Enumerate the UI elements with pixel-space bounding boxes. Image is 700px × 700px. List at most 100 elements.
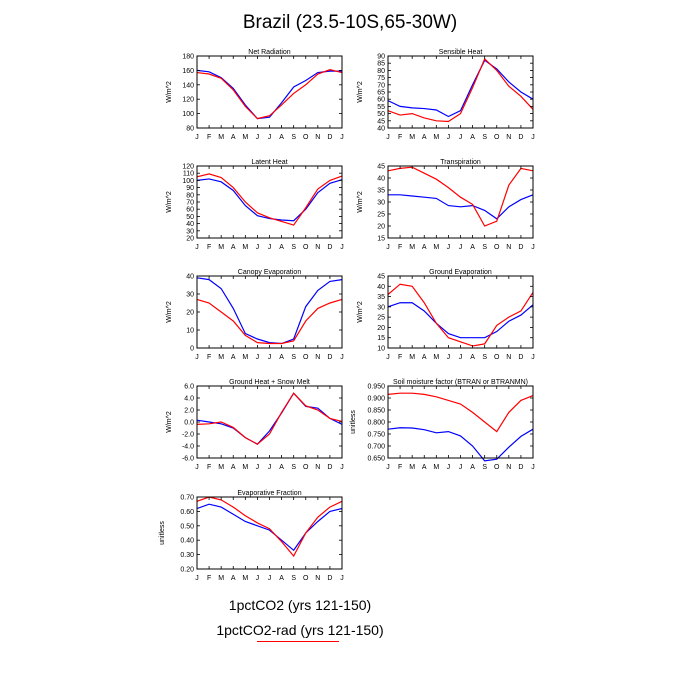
plot-frame [196,496,343,570]
series-line-1 [196,178,343,222]
y-axis-label: unitless [159,521,166,545]
x-tick-label: D [327,134,332,141]
series-line-1 [196,277,343,345]
x-tick-label: J [340,354,344,361]
x-tick-label: J [256,134,260,141]
y-tick-label: 70 [186,200,194,207]
y-tick-label: 0.30 [180,552,194,559]
series-line-2 [196,69,343,120]
y-tick-label: 0.50 [180,523,194,530]
y-tick-label: 0.650 [367,456,385,463]
y-tick-label: 50 [186,214,194,221]
legend-label-1pctco2-rad: 1pctCO2-rad (yrs 121-150) [216,622,384,638]
chart-panel-7: J F M A M J J A S O N D J-6.0-4.0-2.00.02.04.06.0Gro… [166,379,344,471]
x-tick-label: O [494,134,500,141]
x-tick-label: M [218,244,224,251]
y-tick-label: 100 [182,111,194,118]
chart-title: Ground Evaporation [429,269,492,276]
y-tick-label: 0.900 [367,396,385,403]
x-tick-label: D [327,354,332,361]
x-tick-label: A [422,134,427,141]
y-tick-label: 15 [377,335,385,342]
y-tick-label: 85 [377,61,385,68]
x-tick-label: J [195,244,199,251]
series-line-1 [387,59,534,118]
x-tick-label: A [422,464,427,471]
chart-panel-9: J F M A M J J A S O N D J0.200.300.400.500.600.70Eva… [159,490,344,582]
x-tick-label: A [422,244,427,251]
x-tick-label: M [433,354,439,361]
y-tick-label: 10 [377,346,385,353]
y-tick-label: 50 [377,111,385,118]
y-tick-label: 0.40 [180,538,194,545]
y-tick-label: 100 [182,178,194,185]
y-tick-label: 0.70 [180,495,194,502]
x-tick-label: J [447,354,451,361]
series-line-1 [387,302,534,339]
y-axis-label: W/m^2 [357,191,364,213]
series-line-1 [196,392,343,445]
x-tick-label: J [386,464,390,471]
plot-frame [387,385,534,459]
x-tick-label: J [256,464,260,471]
x-tick-label: N [506,464,511,471]
x-tick-label: A [231,464,236,471]
legend-label-1pctco2: 1pctCO2 (yrs 121-150) [228,597,372,613]
y-tick-label: 70 [377,82,385,89]
x-tick-label: M [242,575,248,582]
y-axis-label: W/m^2 [166,191,173,213]
x-tick-label: J [531,464,535,471]
x-tick-label: F [398,134,402,141]
x-tick-label: A [279,464,284,471]
x-tick-label: J [459,244,463,251]
chart-title: Net Radiation [248,49,291,56]
x-tick-label: J [340,575,344,582]
y-tick-label: 35 [377,294,385,301]
y-tick-label: 55 [377,104,385,111]
chart-title: Latent Heat [251,159,287,166]
y-tick-label: 110 [183,171,194,178]
x-tick-label: M [409,244,415,251]
chart-title: Evaporative Fraction [237,490,301,497]
y-tick-label: 20 [186,310,194,317]
y-tick-label: 40 [377,176,385,183]
x-tick-label: S [291,244,296,251]
x-tick-label: J [447,464,451,471]
x-tick-label: D [327,464,332,471]
y-tick-label: 75 [377,75,385,82]
x-tick-label: J [386,354,390,361]
x-tick-label: J [256,575,260,582]
chart-panel-8: J F M A M J J A S O N D J0.6500.7000.7500.8000.8500.… [350,379,535,471]
x-tick-label: J [268,244,272,251]
y-tick-label: 90 [377,54,385,61]
x-tick-label: M [218,354,224,361]
x-tick-label: M [242,134,248,141]
y-tick-label: 40 [186,274,194,281]
x-tick-label: J [195,134,199,141]
x-tick-label: J [195,354,199,361]
y-tick-label: 65 [377,90,385,97]
x-tick-label: J [531,134,535,141]
x-tick-label: M [433,134,439,141]
x-tick-label: A [279,134,284,141]
x-tick-label: F [398,244,402,251]
series-line-1 [196,503,343,552]
x-tick-label: M [242,244,248,251]
x-tick-label: F [398,464,402,471]
y-tick-label: 20 [377,325,385,332]
x-tick-label: J [256,244,260,251]
y-tick-label: 0.700 [367,444,385,451]
x-tick-label: S [482,464,487,471]
series-line-2 [196,298,343,345]
x-tick-label: J [195,464,199,471]
x-tick-label: M [218,464,224,471]
x-tick-label: N [315,134,320,141]
x-tick-label: M [409,134,415,141]
x-tick-label: A [231,244,236,251]
x-tick-label: J [459,134,463,141]
y-tick-label: 25 [377,212,385,219]
y-tick-label: 0.850 [367,408,385,415]
chart-title: Canopy Evaporation [238,269,302,276]
